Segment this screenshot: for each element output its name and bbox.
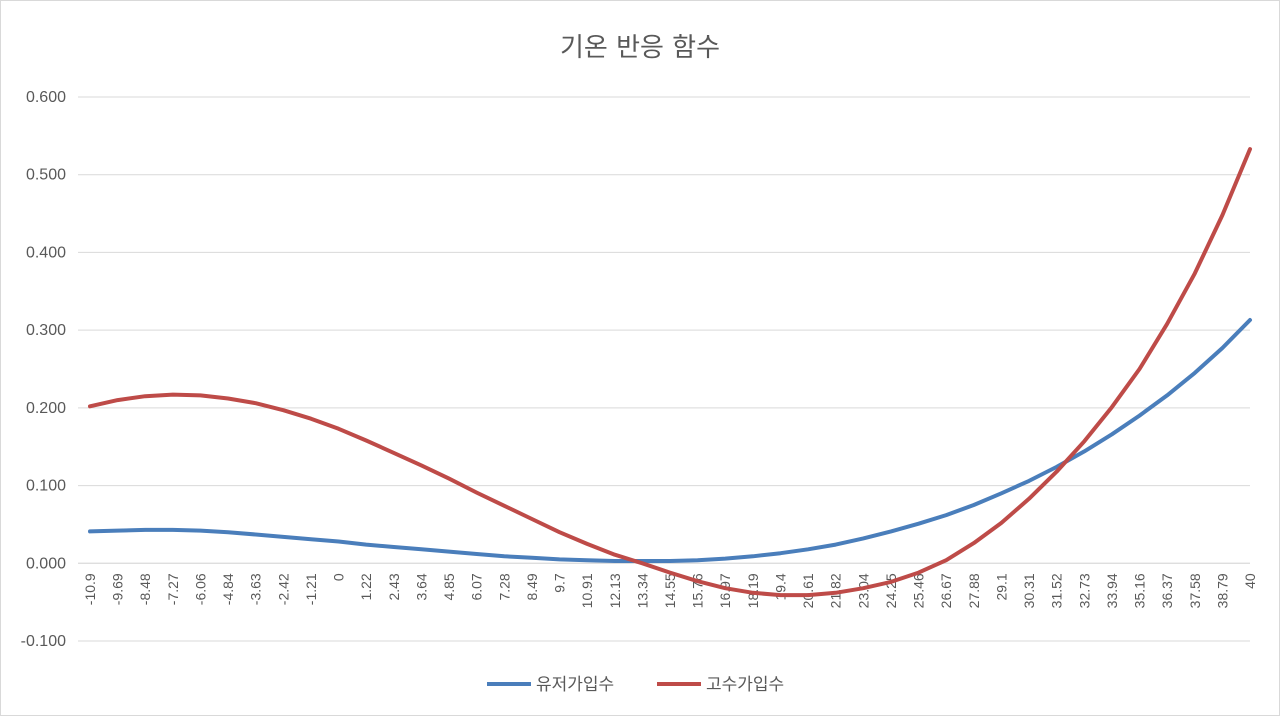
x-tick-label: 26.67 <box>938 573 954 608</box>
x-tick-label: 10.91 <box>579 573 595 608</box>
x-tick-label: 35.16 <box>1132 573 1148 608</box>
x-tick-label: -7.27 <box>165 573 181 605</box>
x-tick-label: 2.43 <box>386 573 402 600</box>
x-tick-label: 7.28 <box>496 573 512 600</box>
y-tick-label: 0.100 <box>26 478 66 495</box>
x-tick-label: 38.79 <box>1214 573 1230 608</box>
x-tick-label: 4.85 <box>441 573 457 600</box>
gridlines <box>78 96 1250 642</box>
y-axis-ticks: -0.100 0.000 0.100 0.200 0.300 0.400 0.500 0.60… <box>21 89 66 650</box>
y-tick-label: -0.100 <box>21 633 66 650</box>
series-line-1 <box>88 318 1252 563</box>
x-tick-label: 1.22 <box>358 573 374 600</box>
y-tick-label: 0.600 <box>26 89 66 106</box>
x-tick-label: 21.82 <box>828 573 844 608</box>
legend-label-1: 유저가입수 <box>536 675 614 695</box>
x-tick-label: 30.31 <box>1021 573 1037 608</box>
x-tick-label: 36.37 <box>1159 573 1175 608</box>
x-tick-label: 23.04 <box>855 573 871 608</box>
x-tick-label: 12.13 <box>607 573 623 608</box>
x-tick-label: 16.97 <box>717 573 733 608</box>
x-tick-label: 32.73 <box>1076 573 1092 608</box>
x-tick-label: 40 <box>1242 573 1258 589</box>
legend-label-2: 고수가입수 <box>706 675 784 695</box>
x-tick-label: 6.07 <box>469 573 485 600</box>
x-tick-label: 27.88 <box>966 573 982 608</box>
x-tick-label: 3.64 <box>413 573 429 600</box>
x-tick-label: 33.94 <box>1104 573 1120 608</box>
x-tick-label: 20.61 <box>800 573 816 608</box>
y-tick-label: 0.400 <box>26 244 66 261</box>
y-tick-label: 0.300 <box>26 322 66 339</box>
x-tick-label: -1.21 <box>303 573 319 605</box>
x-tick-label: 37.58 <box>1187 573 1203 608</box>
x-tick-label: 9.7 <box>552 573 568 593</box>
x-tick-label: 0 <box>331 573 347 581</box>
y-tick-label: 0.000 <box>26 555 66 572</box>
y-tick-label: 0.500 <box>26 167 66 184</box>
x-tick-label: -6.06 <box>192 573 208 605</box>
x-tick-label: -3.63 <box>248 573 264 605</box>
x-tick-label: -9.69 <box>110 573 126 605</box>
x-tick-label: -8.48 <box>137 573 153 605</box>
x-tick-label: -10.9 <box>82 573 98 605</box>
chart-title: 기온 반응 함수 <box>560 33 720 63</box>
legend: 유저가입수 고수가입수 <box>487 675 784 695</box>
x-tick-label: 25.46 <box>911 573 927 608</box>
series-lines <box>88 147 1252 598</box>
x-axis-ticks: -10.9 -9.69 -8.48 -7.27 -6.06 -4.84 -3.63 -2.42… <box>82 573 1258 608</box>
y-tick-label: 0.200 <box>26 400 66 417</box>
x-tick-label: 8.49 <box>524 573 540 600</box>
x-tick-label: -2.42 <box>275 573 291 605</box>
x-tick-label: 29.1 <box>993 573 1009 600</box>
x-tick-label: 31.52 <box>1049 573 1065 608</box>
x-tick-label: 13.34 <box>634 573 650 608</box>
x-tick-label: 14.55 <box>662 573 678 608</box>
x-tick-label: -4.84 <box>220 573 236 605</box>
x-tick-label: 18.19 <box>745 573 761 608</box>
series-line-2 <box>88 147 1252 598</box>
